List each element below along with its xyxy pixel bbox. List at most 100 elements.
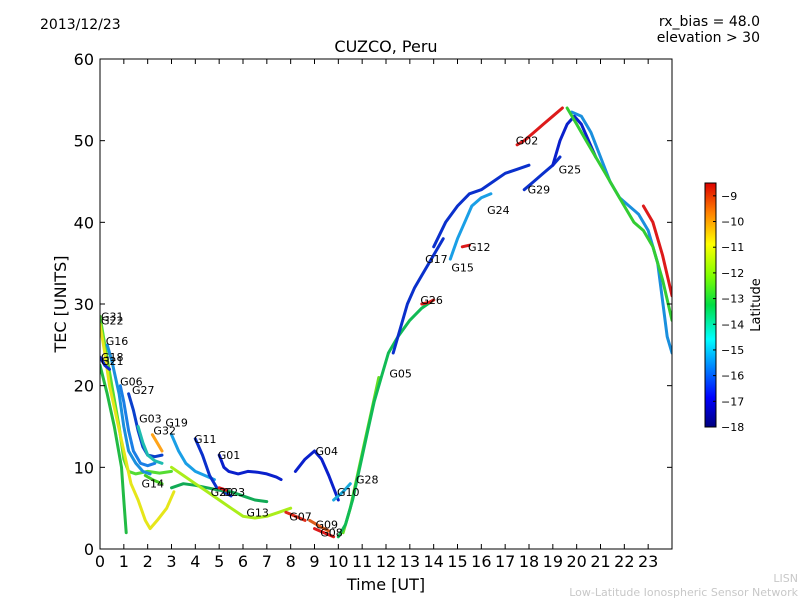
colorbar-tick-label: −15 <box>721 344 744 357</box>
series-line-g29 <box>522 155 562 192</box>
series-label-g15: G15 <box>451 261 474 274</box>
receiver-info: rx_bias = 48.0 elevation > 30 <box>657 14 760 46</box>
series-label-g29: G29 <box>528 184 551 197</box>
credit: LISN Low-Latitude Ionospheric Sensor Net… <box>569 572 798 600</box>
series-line-g26 <box>420 298 436 306</box>
x-tick-label: 23 <box>638 552 658 571</box>
series-label-g28: G28 <box>356 474 379 487</box>
series-label-g11: G11 <box>194 433 217 446</box>
series-line-g09 <box>308 518 331 533</box>
series-label-g23: G23 <box>223 486 246 499</box>
series-label-g25: G25 <box>559 163 582 176</box>
colorbar-tick-label: −10 <box>721 216 744 229</box>
series-line-g17 <box>391 237 445 355</box>
series-line-g24 <box>432 163 531 249</box>
series-line-g10 <box>332 482 352 502</box>
series-label-g07: G07 <box>289 510 312 523</box>
series-label-g05: G05 <box>389 367 412 380</box>
series-label-g26: G26 <box>420 294 443 307</box>
x-tick-label: 10 <box>328 552 348 571</box>
x-tick-label: 11 <box>352 552 372 571</box>
x-tick-label: 13 <box>400 552 420 571</box>
x-tick-label: 0 <box>95 552 105 571</box>
x-tick-label: 3 <box>166 552 176 571</box>
series-label-g27: G27 <box>132 384 155 397</box>
series-line-g16 <box>105 343 152 476</box>
series-label-g14: G14 <box>142 478 165 491</box>
colorbar-tick-label: −13 <box>721 293 744 306</box>
series-label-g10: G10 <box>337 486 360 499</box>
x-tick-label: 1 <box>119 552 129 571</box>
credit-long: Low-Latitude Ionospheric Sensor Network <box>569 586 798 599</box>
x-tick-label: 14 <box>423 552 443 571</box>
elevation-label: elevation > 30 <box>656 30 760 46</box>
series-line-g13 <box>170 465 293 520</box>
credit-short: LISN <box>773 572 798 585</box>
series-line-unlabeled-31 <box>570 110 672 355</box>
y-axis-label: TEC [UNITS] <box>51 256 70 354</box>
series-line-g04 <box>293 449 340 502</box>
series-label-g06: G06 <box>120 376 143 389</box>
colorbar-tick-label: −12 <box>721 267 744 280</box>
series-line-g02 <box>515 106 564 147</box>
colorbar-tick-label: −11 <box>721 241 744 254</box>
series-line-g01 <box>217 453 283 482</box>
series-label-g13: G13 <box>246 506 269 519</box>
colorbar-ticks: −9 −10 −11 −12 −13 −14 −15 −16 −17 −18 <box>713 190 744 434</box>
date-label: 2013/12/23 <box>40 17 121 33</box>
x-tick-label: 22 <box>614 552 634 571</box>
series-line-g32 <box>150 433 164 453</box>
series-label-g21: G21 <box>101 355 124 368</box>
y-tick-label: 40 <box>74 213 94 232</box>
colorbar-tick-label: −16 <box>721 370 744 383</box>
series-line-g15 <box>448 192 493 261</box>
series-line-g18 <box>100 355 111 371</box>
series-line-g21 <box>100 363 128 535</box>
x-tick-label: 20 <box>566 552 586 571</box>
colorbar-tick-label: −9 <box>721 190 737 203</box>
series-line-g19 <box>170 433 216 482</box>
series-line-g20 <box>170 482 269 504</box>
x-tick-label: 12 <box>376 552 396 571</box>
y-tick-label: 30 <box>74 295 94 314</box>
series-label-g03: G03 <box>139 412 162 425</box>
series-label-g20: G20 <box>211 486 234 499</box>
y-axis: 0 10 20 30 40 50 60 <box>74 50 672 559</box>
series-line-unlabeled-32 <box>565 106 672 322</box>
y-tick-label: 0 <box>84 540 94 559</box>
x-tick-label: 8 <box>286 552 296 571</box>
colorbar-label: Latitude <box>749 278 764 332</box>
y-tick-label: 60 <box>74 50 94 69</box>
x-tick-label: 2 <box>143 552 153 571</box>
series-label-g04: G04 <box>316 445 339 458</box>
x-tick-label: 5 <box>214 552 224 571</box>
series-label-g19: G19 <box>165 416 188 429</box>
series-label-g09: G09 <box>316 519 339 532</box>
series-label-g22: G22 <box>101 314 124 327</box>
series-label-g31: G31 <box>101 310 124 323</box>
series-line-g05 <box>336 298 436 539</box>
series-layer <box>100 106 672 539</box>
x-tick-label: 7 <box>262 552 272 571</box>
series-line-g07 <box>284 510 307 522</box>
y-tick-label: 10 <box>74 458 94 477</box>
x-tick-label: 19 <box>543 552 563 571</box>
series-line-g23 <box>217 486 228 492</box>
x-tick-label: 18 <box>519 552 539 571</box>
series-label-g02: G02 <box>516 135 539 148</box>
colorbar-tick-label: −18 <box>721 421 744 434</box>
series-label-g12: G12 <box>468 241 491 254</box>
series-label-g18: G18 <box>101 351 124 364</box>
x-tick-label: 6 <box>238 552 248 571</box>
chart-title: CUZCO, Peru <box>334 37 437 56</box>
x-tick-label: 9 <box>309 552 319 571</box>
x-tick-label: 4 <box>190 552 200 571</box>
series-label-g24: G24 <box>487 204 510 217</box>
series-label-g01: G01 <box>218 449 241 462</box>
colorbar-tick-label: −14 <box>721 318 744 331</box>
colorbar <box>704 182 717 428</box>
series-line-g22 <box>100 322 176 531</box>
colorbar-tick-label: −17 <box>721 395 744 408</box>
